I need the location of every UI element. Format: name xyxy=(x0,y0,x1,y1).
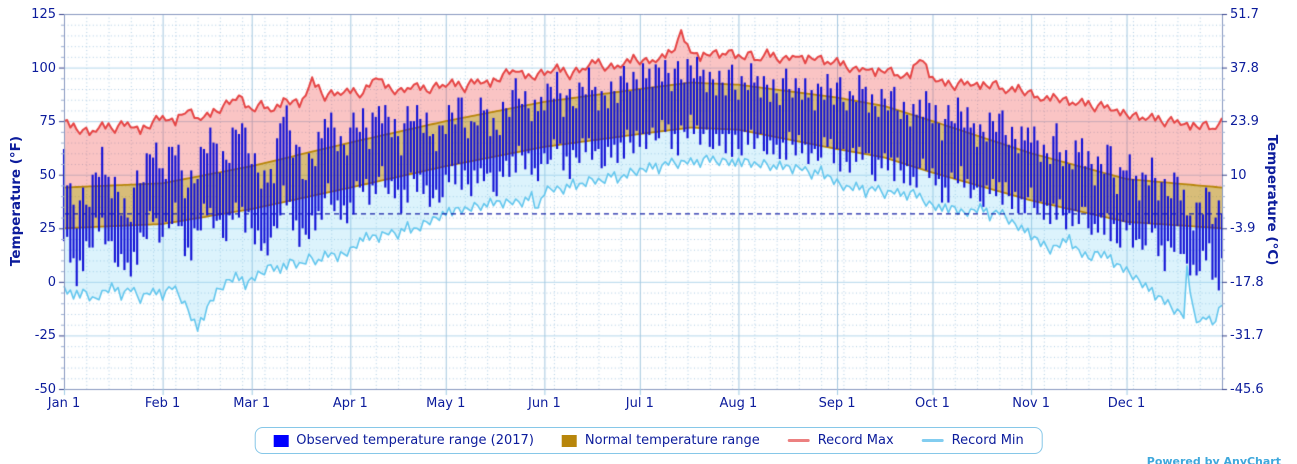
legend-item-record_min[interactable]: Record Min xyxy=(921,433,1024,448)
x-tick-label: Dec 1 xyxy=(1107,396,1146,411)
y-tick-label-f: 75 xyxy=(39,114,56,130)
record_min-swatch-icon xyxy=(921,439,944,442)
y-tick-label-f: 100 xyxy=(31,60,56,76)
y-tick-label-c: -17.8 xyxy=(1230,274,1264,290)
record_max-swatch-icon xyxy=(787,439,810,442)
y-tick-label-c: -31.7 xyxy=(1230,328,1264,344)
y-tick-label-c: 10 xyxy=(1230,167,1247,183)
y-tick-label-f: -50 xyxy=(34,382,56,397)
legend-item-label: Record Max xyxy=(817,433,894,448)
y-tick-label-f: 125 xyxy=(31,7,56,22)
x-tick-label: Feb 1 xyxy=(144,396,181,411)
y-tick-label-c: 37.8 xyxy=(1230,60,1259,76)
legend-item-record_max[interactable]: Record Max xyxy=(787,433,894,448)
y-tick-label-f: 25 xyxy=(39,221,56,237)
x-tick-label: Aug 1 xyxy=(719,396,758,411)
plot-canvas[interactable] xyxy=(0,0,1297,420)
x-tick-label: Nov 1 xyxy=(1012,396,1050,411)
y-tick-label-f: 0 xyxy=(47,274,56,290)
x-tick-label: Jul 1 xyxy=(625,396,654,411)
y-axis-title-celsius: Temperature (°C) xyxy=(1264,134,1280,266)
legend-item-label: Normal temperature range xyxy=(584,433,760,448)
y-tick-label-f: -25 xyxy=(34,328,56,344)
legend-item-label: Record Min xyxy=(951,433,1024,448)
legend-item-observed[interactable]: Observed temperature range (2017) xyxy=(273,433,534,448)
x-tick-label: May 1 xyxy=(426,396,466,411)
legend: Observed temperature range (2017) Normal … xyxy=(254,427,1043,454)
normal-swatch-icon xyxy=(561,434,577,447)
observed-swatch-icon xyxy=(273,434,289,447)
y-tick-label-c: 51.7 xyxy=(1230,7,1259,22)
x-tick-label: Mar 1 xyxy=(233,396,271,411)
y-tick-label-f: 50 xyxy=(39,167,56,183)
y-tick-label-c: 23.9 xyxy=(1230,114,1259,130)
credit-link[interactable]: Powered by AnyChart xyxy=(1146,455,1281,464)
legend-item-label: Observed temperature range (2017) xyxy=(296,433,534,448)
x-tick-label: Apr 1 xyxy=(332,396,368,411)
y-tick-label-c: -3.9 xyxy=(1230,221,1256,237)
legend-item-normal[interactable]: Normal temperature range xyxy=(561,433,760,448)
y-tick-label-c: -45.6 xyxy=(1230,382,1264,397)
x-tick-label: Jan 1 xyxy=(47,396,81,411)
y-axis-title-fahrenheit: Temperature (°F) xyxy=(8,135,24,267)
x-tick-label: Sep 1 xyxy=(818,396,856,411)
x-tick-label: Oct 1 xyxy=(915,396,950,411)
x-tick-label: Jun 1 xyxy=(528,396,561,411)
